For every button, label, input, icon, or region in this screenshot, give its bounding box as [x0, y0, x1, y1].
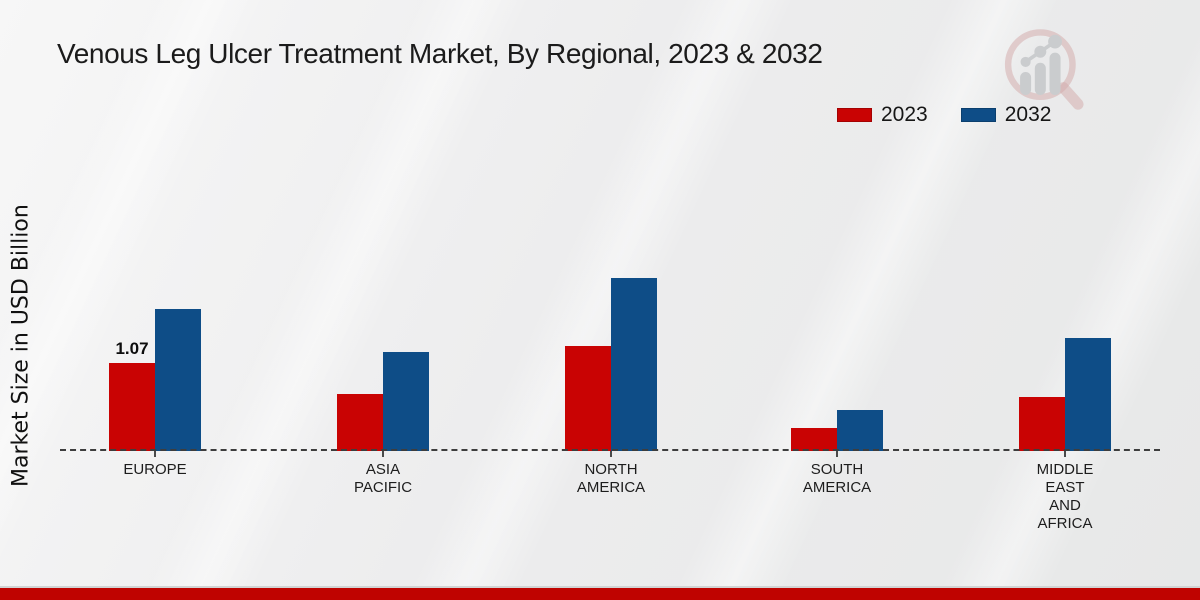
- x-axis-baseline: [60, 449, 1160, 451]
- category-label-asia: ASIA PACIFIC: [353, 461, 413, 496]
- legend-swatch-2032: [960, 108, 996, 122]
- category-label-south: SOUTH AMERICA: [802, 461, 872, 496]
- axis-tick: [382, 451, 384, 457]
- axis-tick: [1064, 451, 1066, 457]
- axis-tick: [154, 451, 156, 457]
- category-label-north: NORTH AMERICA: [576, 461, 646, 496]
- axis-tick: [836, 451, 838, 457]
- bar-2032-asia: [383, 352, 429, 451]
- category-label-middle: MIDDLE EAST AND AFRICA: [1036, 461, 1094, 532]
- bar-2023-europe: [109, 363, 155, 451]
- legend-label-2023: 2023: [881, 103, 928, 126]
- legend-item-2032: 2032: [960, 103, 1052, 127]
- footer-bar: [0, 588, 1200, 600]
- axis-tick: [610, 451, 612, 457]
- bar-2032-south: [837, 410, 883, 451]
- bar-2032-europe: [155, 309, 201, 451]
- legend: 2023 2032: [837, 103, 1051, 127]
- data-label: 1.07: [115, 339, 149, 358]
- bar-2032-north: [611, 278, 657, 451]
- bar-2023-north: [565, 346, 611, 451]
- bar-2023-south: [791, 428, 837, 451]
- legend-label-2032: 2032: [1004, 103, 1052, 126]
- category-label-europe: EUROPE: [123, 461, 187, 478]
- legend-swatch-2023: [837, 108, 872, 122]
- footer-divider: [0, 586, 1200, 588]
- legend-item-2023: 2023: [837, 103, 928, 127]
- magnifier-bar-chart-logo-icon: [1004, 29, 1084, 110]
- bar-2032-middle: [1065, 338, 1111, 451]
- bar-2023-asia: [337, 394, 383, 451]
- chart-title: Venous Leg Ulcer Treatment Market, By Re…: [57, 38, 823, 69]
- bar-2023-middle: [1019, 397, 1065, 451]
